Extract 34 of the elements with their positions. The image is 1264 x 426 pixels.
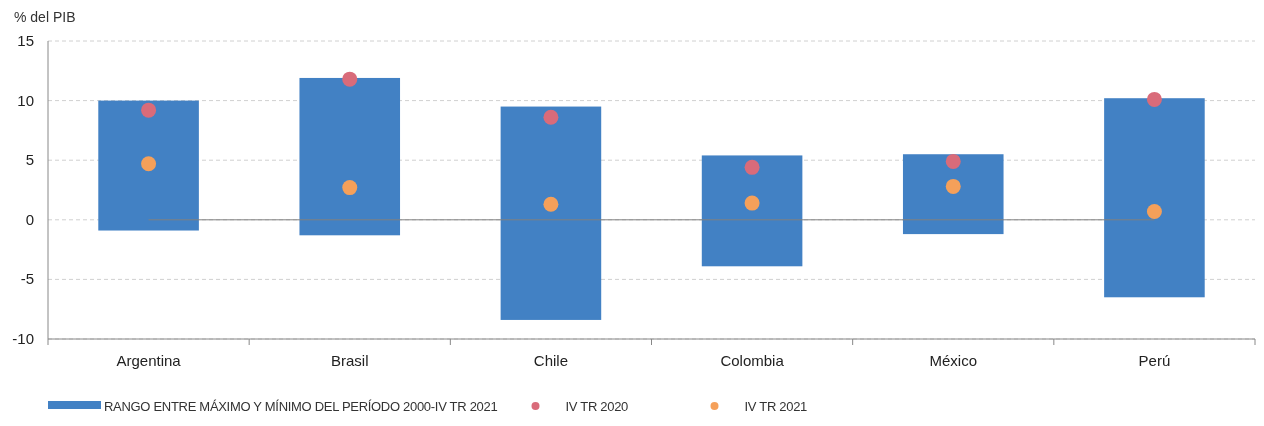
- legend-label: RANGO ENTRE MÁXIMO Y MÍNIMO DEL PERÍODO 2000-IV TR 2021: [104, 399, 498, 414]
- y-tick-label: 10: [17, 91, 34, 109]
- bar: [98, 100, 199, 231]
- x-tick-label: Perú: [1138, 352, 1171, 369]
- legend-label: IV TR 2021: [744, 399, 808, 414]
- bar: [902, 154, 1004, 235]
- point: [744, 159, 760, 175]
- point: [744, 195, 760, 211]
- legend-label: IV TR 2020: [565, 399, 629, 414]
- y-tick-label: -10: [12, 330, 34, 347]
- x-tick-label: Brasil: [330, 352, 369, 369]
- bar: [701, 155, 803, 267]
- point: [543, 196, 559, 212]
- point: [141, 102, 157, 118]
- bar: [500, 106, 602, 320]
- point: [1146, 203, 1162, 219]
- y-axis-title: % del PIB: [14, 9, 76, 25]
- x-tick-label: Chile: [533, 352, 569, 369]
- point: [342, 180, 358, 196]
- point: [342, 71, 358, 87]
- point: [945, 178, 961, 194]
- x-tick-label: Argentina: [116, 352, 182, 369]
- y-tick-label: -5: [20, 270, 34, 288]
- point: [141, 156, 157, 172]
- point: [1146, 91, 1162, 107]
- x-tick-label: Colombia: [720, 352, 785, 369]
- point: [945, 153, 961, 169]
- y-tick-label: 0: [25, 210, 34, 228]
- x-tick-label: México: [929, 352, 978, 369]
- y-tick-label: 15: [17, 32, 34, 49]
- point: [543, 109, 559, 125]
- bar: [299, 77, 401, 236]
- bar: [1104, 98, 1205, 298]
- y-tick-label: 5: [25, 151, 34, 169]
